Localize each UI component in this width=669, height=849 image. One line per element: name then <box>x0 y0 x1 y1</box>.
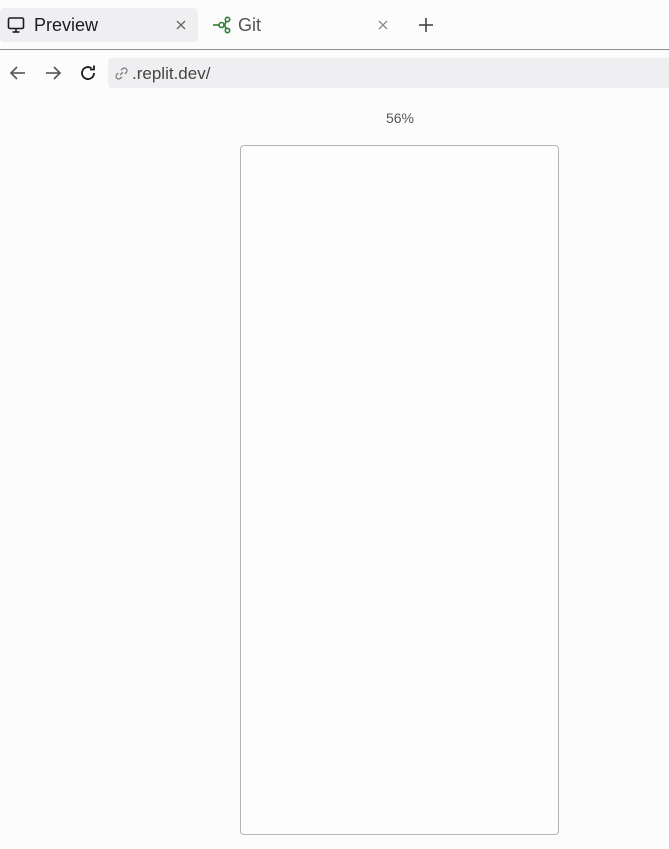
forward-arrow-icon[interactable] <box>43 63 63 83</box>
close-icon[interactable] <box>376 18 390 32</box>
tab-label: Git <box>238 15 262 35</box>
preview-frame[interactable] <box>240 145 559 835</box>
monitor-icon <box>7 17 25 33</box>
new-tab-button[interactable] <box>416 15 436 35</box>
tab-label: Preview <box>34 15 99 35</box>
reload-icon[interactable] <box>78 63 98 83</box>
tab-preview[interactable]: Preview <box>0 8 198 42</box>
back-arrow-icon[interactable] <box>8 63 28 83</box>
close-icon[interactable] <box>174 18 188 32</box>
zoom-level: 56% <box>385 110 415 126</box>
url-field[interactable]: .replit.dev/ <box>108 58 669 88</box>
url-text: .replit.dev/ <box>132 64 211 83</box>
address-bar: .replit.dev/ <box>0 51 669 95</box>
link-icon <box>115 67 128 80</box>
tab-git[interactable]: Git <box>204 8 400 42</box>
git-branch-icon <box>213 16 231 34</box>
tab-bar: Preview Git <box>0 0 669 50</box>
